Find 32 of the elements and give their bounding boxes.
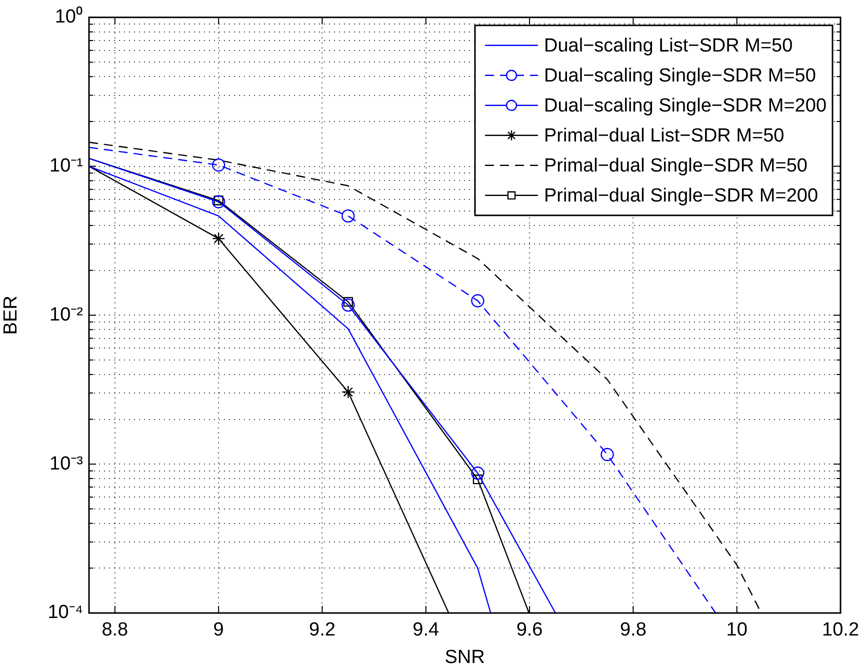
point xyxy=(212,195,226,208)
point xyxy=(472,474,483,484)
x-tick-label: 9.2 xyxy=(309,620,336,641)
x-tick-label: 9.8 xyxy=(620,620,646,641)
legend-label: Dual−scaling List−SDR M=50 xyxy=(544,36,793,57)
point xyxy=(343,296,353,307)
y-tick-label: 10⁻⁴ xyxy=(48,602,83,624)
point xyxy=(342,209,355,223)
legend-label: Primal−dual Single−SDR M=50 xyxy=(544,156,808,177)
point xyxy=(342,385,355,399)
point xyxy=(600,448,614,462)
x-tick-label: 9.4 xyxy=(412,620,440,641)
x-tick-label: 9.6 xyxy=(516,620,543,641)
y-tick-label: 10⁻¹ xyxy=(50,156,83,177)
point xyxy=(212,232,226,246)
legend-label: Dual−scaling Single−SDR M=200 xyxy=(544,96,827,117)
legend-label: Primal−dual Single−SDR M=200 xyxy=(544,186,818,207)
point xyxy=(212,158,226,172)
point xyxy=(471,294,484,308)
x-axis-title: SNR xyxy=(444,646,485,668)
x-tick-label: 10.2 xyxy=(822,620,859,641)
y-tick-label: 10⁰ xyxy=(54,6,83,28)
legend-label: Dual−scaling Single−SDR M=50 xyxy=(544,66,816,87)
x-tick-label: 10 xyxy=(726,620,748,641)
y-axis-title: BER xyxy=(0,296,22,335)
legend-label: Primal−dual List−SDR M=50 xyxy=(544,126,784,147)
x-tick-label: 9 xyxy=(213,620,224,641)
y-tick-label: 10⁻³ xyxy=(50,453,83,474)
x-tick-label: 8.8 xyxy=(102,620,128,641)
point xyxy=(342,298,355,312)
point xyxy=(471,466,484,480)
y-tick-label: 10⁻² xyxy=(50,304,83,326)
